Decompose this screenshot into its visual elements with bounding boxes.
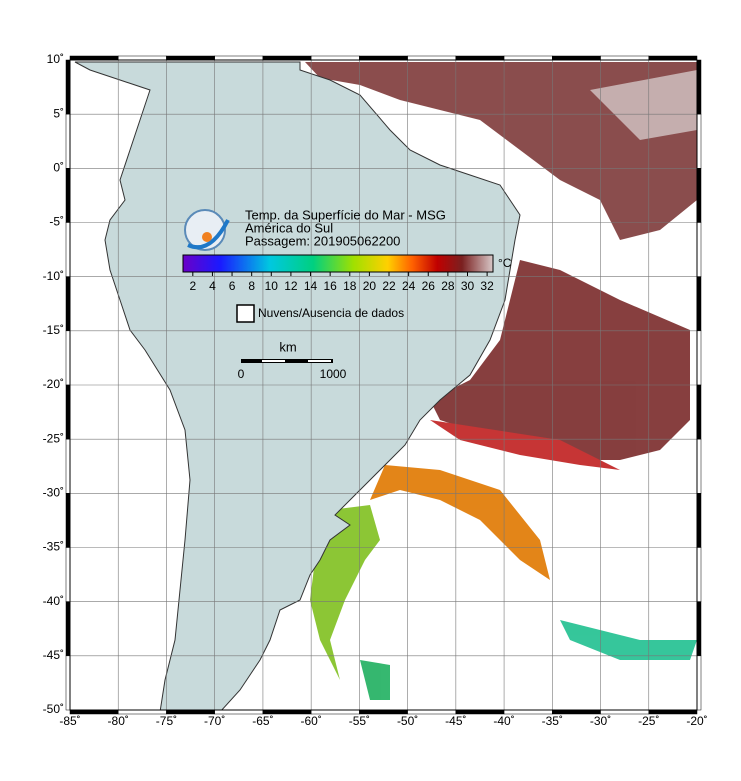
frame-segment (262, 55, 312, 61)
scale-bar-seg (262, 360, 285, 362)
frame-segment (696, 330, 702, 386)
frame-segment (166, 55, 215, 61)
frame-segment (696, 493, 702, 548)
y-tick-label: -50˚ (43, 702, 64, 716)
pass-time: Passagem: 201905062200 (245, 233, 400, 248)
map-body (70, 60, 697, 710)
frame-segment (65, 438, 71, 494)
frame-segment (600, 55, 650, 61)
frame-segment (696, 547, 702, 602)
colorbar-tick-label: 20 (363, 279, 377, 293)
frame-segment (310, 55, 360, 61)
y-tick-label: -5˚ (49, 215, 64, 229)
x-tick-label: -25˚ (638, 714, 659, 728)
frame-segment (696, 222, 702, 277)
x-tick-label: -35˚ (542, 714, 563, 728)
y-tick-label: -25˚ (43, 431, 64, 445)
colorbar-tick-label: 2 (189, 279, 196, 293)
colorbar-tick-label: 18 (343, 279, 357, 293)
legend-label: Nuvens/Ausencia de dados (258, 306, 404, 320)
y-tick-label: -10˚ (43, 269, 64, 283)
colorbar-tick-label: 6 (229, 279, 236, 293)
frame-segment (696, 59, 702, 115)
x-tick-label: -45˚ (445, 714, 466, 728)
frame-segment (65, 59, 71, 115)
x-tick-label: -80˚ (108, 714, 129, 728)
y-tick-label: 5˚ (53, 106, 64, 120)
frame-segment (65, 547, 71, 602)
x-tick-label: -60˚ (300, 714, 321, 728)
scale-start: 0 (238, 367, 245, 381)
x-tick-label: -20˚ (686, 714, 707, 728)
y-tick-label: -15˚ (43, 323, 64, 337)
frame-segment (65, 384, 71, 440)
colorbar-tick-label: 24 (402, 279, 416, 293)
scale-end: 1000 (320, 367, 347, 381)
frame-segment (455, 55, 505, 61)
frame-segment (696, 276, 702, 332)
frame-segment (65, 222, 71, 277)
colorbar-tick-label: 16 (323, 279, 337, 293)
frame-segment (65, 330, 71, 386)
colorbar-tick-label: 30 (461, 279, 475, 293)
frame-segment (69, 55, 119, 61)
map-frame (69, 59, 698, 711)
x-tick-label: -30˚ (590, 714, 611, 728)
land (74, 61, 521, 710)
frame-segment (696, 601, 702, 657)
y-tick-label: 10˚ (47, 52, 64, 66)
frame-segment (65, 168, 71, 223)
colorbar-tick-label: 14 (304, 279, 318, 293)
colorbar-tick-label: 26 (422, 279, 436, 293)
legend-swatch (236, 304, 255, 323)
x-tick-label: -75˚ (156, 714, 177, 728)
frame-segment (696, 655, 702, 711)
frame-segment (65, 601, 71, 657)
colorbar-tick-label: 12 (284, 279, 298, 293)
sst-patches (305, 62, 697, 700)
frame-segment (648, 55, 698, 61)
x-tick-label: -85˚ (59, 714, 80, 728)
scale-bar (241, 359, 333, 363)
colorbar-tick-label: 8 (248, 279, 255, 293)
frame-segment (214, 55, 264, 61)
frame-segment (359, 55, 408, 61)
x-tick-label: -65˚ (252, 714, 273, 728)
colorbar-tick-label: 28 (441, 279, 455, 293)
colorbar (182, 254, 494, 273)
frame-segment (696, 113, 702, 169)
frame-segment (503, 55, 553, 61)
x-tick-label: -50˚ (397, 714, 418, 728)
x-tick-label: -40˚ (493, 714, 514, 728)
y-tick-label: -20˚ (43, 377, 64, 391)
colorbar-unit: °C (498, 256, 512, 270)
frame-segment (117, 55, 167, 61)
frame-segment (65, 493, 71, 548)
colorbar-tick-label: 10 (265, 279, 279, 293)
colorbar-tick-label: 4 (209, 279, 216, 293)
region: América do Sul (245, 220, 333, 235)
y-tick-label: -30˚ (43, 486, 64, 500)
x-tick-label: -70˚ (204, 714, 225, 728)
logo (184, 209, 230, 251)
colorbar-tick-label: 22 (382, 279, 396, 293)
x-tick-label: -55˚ (349, 714, 370, 728)
frame-segment (65, 113, 71, 169)
frame-segment (552, 55, 601, 61)
frame-segment (696, 384, 702, 440)
frame-segment (696, 168, 702, 223)
frame-segment (65, 276, 71, 332)
y-tick-label: -35˚ (43, 540, 64, 554)
scale-unit: km (279, 339, 296, 354)
y-tick-label: -45˚ (43, 648, 64, 662)
colorbar-tick-label: 32 (480, 279, 494, 293)
frame-segment (696, 438, 702, 494)
title: Temp. da Superfície do Mar - MSG (245, 207, 446, 222)
y-tick-label: -40˚ (43, 594, 64, 608)
frame-segment (65, 655, 71, 711)
frame-segment (407, 55, 457, 61)
scale-bar-seg (308, 360, 331, 362)
y-tick-label: 0˚ (53, 161, 64, 175)
